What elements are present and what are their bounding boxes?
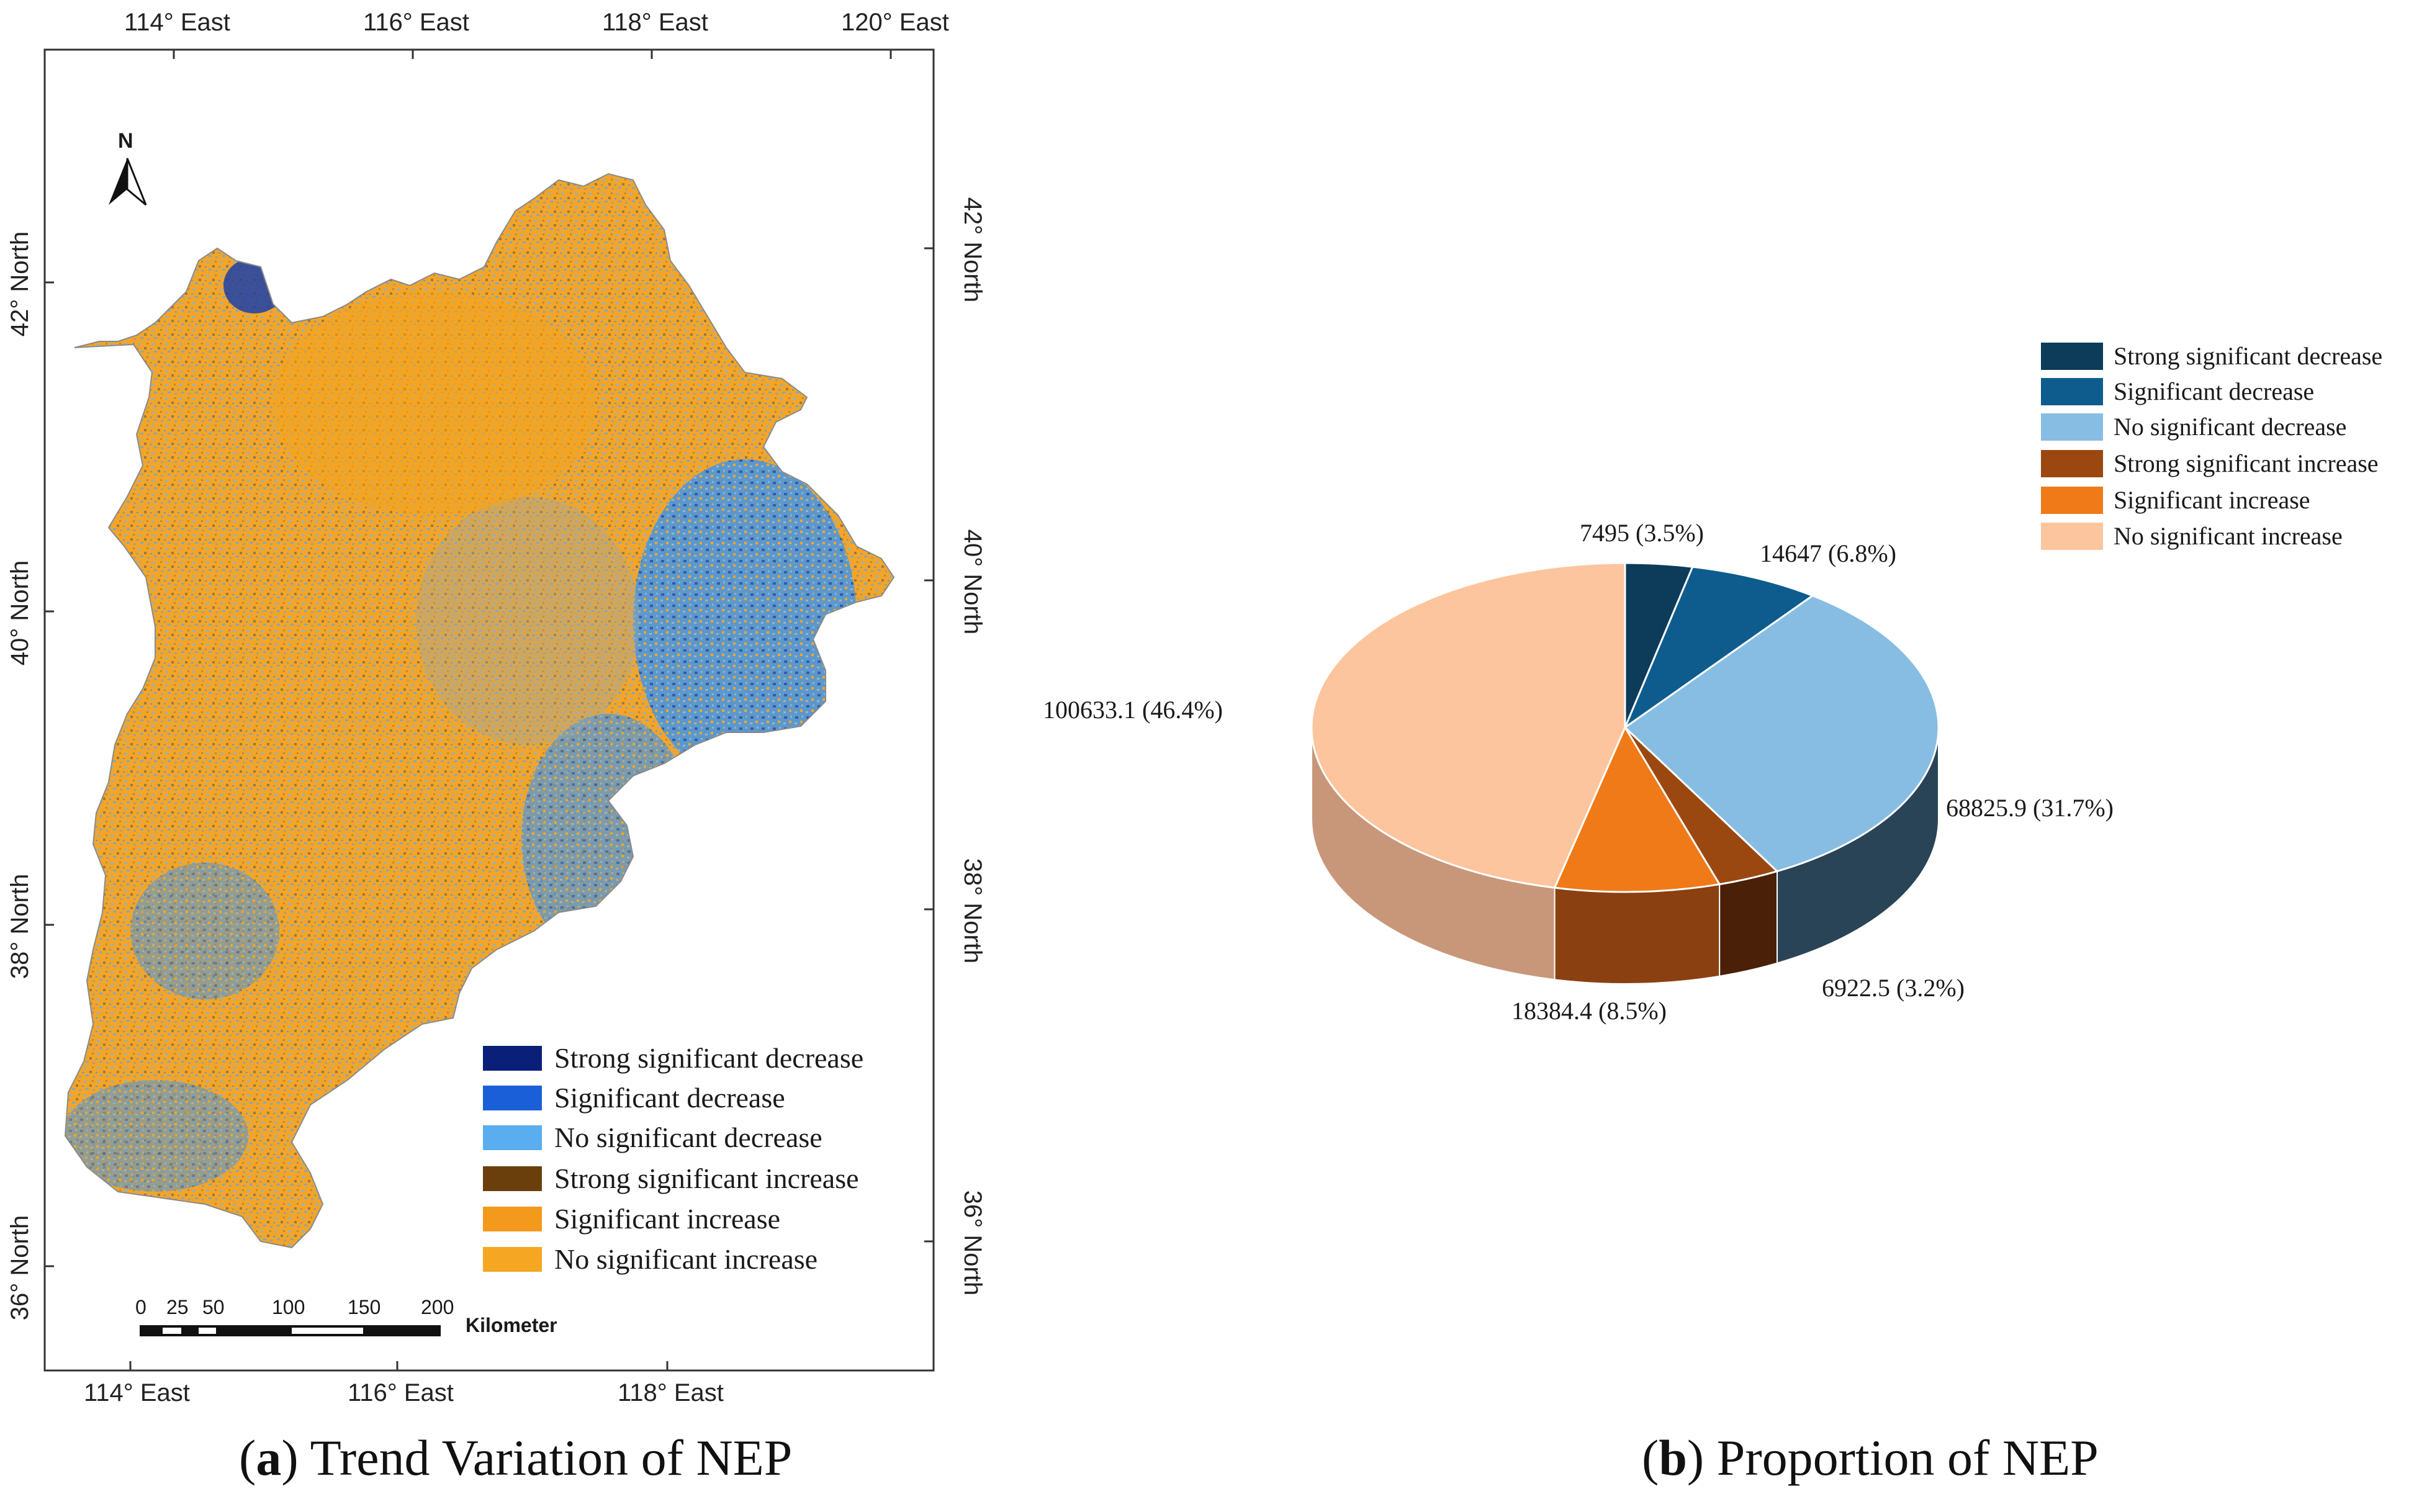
bottom-longitude-label: 118° East <box>618 1379 724 1406</box>
pie-caption-letter: b <box>1659 1429 1687 1486</box>
pie-caption: (b) Proportion of NEP <box>1642 1429 2099 1486</box>
map-caption-letter: a <box>256 1429 282 1486</box>
pie-slice-side <box>1554 883 1721 984</box>
pie-legend-swatch <box>2041 378 2103 405</box>
top-longitude-label: 116° East <box>363 9 469 36</box>
map-legend-label: Significant decrease <box>554 1082 785 1114</box>
pie-data-label: 6922.5 (3.2%) <box>1822 974 1965 1002</box>
pie-legend-label: No significant increase <box>2114 522 2343 550</box>
pie-slice <box>1623 565 1815 731</box>
map-legend-label: Significant increase <box>554 1203 781 1235</box>
top-longitude-label: 118° East <box>602 9 708 36</box>
north-label: N <box>118 129 133 153</box>
map-caption-text: Trend Variation of NEP <box>298 1429 793 1486</box>
pie-data-label: 18384.4 (8.5%) <box>1511 997 1667 1025</box>
left-latitude-label: 36° North <box>6 1215 34 1321</box>
pie-legend-label: No significant decrease <box>2114 413 2347 441</box>
pie-slice-side <box>1719 870 1778 977</box>
pie-slice <box>1623 594 1940 873</box>
pie-slice <box>1310 562 1626 889</box>
map-legend-label: No significant increase <box>554 1243 818 1275</box>
map-legend-label: No significant decrease <box>554 1122 822 1153</box>
pie-legend-swatch <box>2041 450 2103 477</box>
right-latitude-label: 38° North <box>959 858 987 964</box>
pie-slice <box>1553 725 1721 893</box>
map-legend-swatch <box>483 1086 542 1110</box>
map-legend-swatch <box>483 1166 542 1191</box>
map-legend-swatches <box>483 1046 542 1272</box>
bottom-longitude-label: 114° East <box>84 1379 190 1406</box>
top-longitude-label: 114° East <box>124 9 230 36</box>
pie-legend-label: Strong significant decrease <box>2114 342 2383 370</box>
scalebar-tick: 200 <box>421 1296 454 1318</box>
right-latitude-label: 36° North <box>959 1190 987 1296</box>
left-latitude-label: 42° North <box>6 231 34 337</box>
pie-legend-swatch <box>2041 487 2103 514</box>
map-legend-swatch <box>483 1125 542 1150</box>
scalebar-tick: 150 <box>348 1296 381 1318</box>
scalebar-tick: 100 <box>272 1296 305 1318</box>
scalebar-tick: 25 <box>166 1296 189 1318</box>
bottom-longitude-label: 116° East <box>348 1379 454 1406</box>
map-legend-swatch <box>483 1247 542 1272</box>
pie-legend-swatch <box>2041 413 2103 441</box>
scalebar-tick: 0 <box>135 1296 146 1318</box>
pie-legend-swatch <box>2041 343 2103 370</box>
scalebar-tick: 50 <box>202 1296 225 1318</box>
top-longitude-label: 120° East <box>841 9 949 36</box>
right-latitude-label: 40° North <box>959 529 987 635</box>
scalebar-unit: Kilometer <box>466 1314 557 1336</box>
map-legend-swatch <box>483 1207 542 1231</box>
map-caption: (a) Trend Variation of NEP <box>239 1429 793 1486</box>
scalebar <box>140 1325 441 1336</box>
map-legend-label: Strong significant increase <box>554 1163 859 1194</box>
map-legend-swatch <box>483 1046 542 1071</box>
pie-data-label: 100633.1 (46.4%) <box>1043 696 1223 724</box>
pie-data-label: 68825.9 (31.7%) <box>1946 794 2114 822</box>
pie-legend-label: Strong significant increase <box>2114 449 2379 477</box>
pie-legend-swatch <box>2041 523 2103 550</box>
left-latitude-label: 40° North <box>6 560 34 666</box>
left-latitude-label: 38° North <box>6 873 34 979</box>
pie-legend-label: Significant increase <box>2114 486 2310 514</box>
north-arrow-icon <box>109 158 147 206</box>
pie-caption-text: Proportion of NEP <box>1704 1429 2099 1486</box>
pie-data-label: 7495 (3.5%) <box>1580 519 1704 547</box>
pie-legend-label: Significant decrease <box>2114 377 2315 405</box>
pie-data-label: 14647 (6.8%) <box>1760 539 1896 567</box>
longitude-ticks <box>45 50 934 1370</box>
right-latitude-label: 42° North <box>959 197 987 303</box>
pie-legend-swatches <box>2041 343 2103 550</box>
pie-chart <box>1310 562 1940 984</box>
map-legend-label: Strong significant decrease <box>554 1042 864 1074</box>
